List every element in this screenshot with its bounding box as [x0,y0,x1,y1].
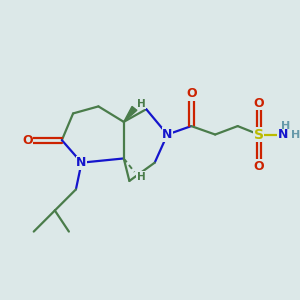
Text: H: H [291,130,300,140]
Text: N: N [162,128,172,141]
Text: S: S [254,128,264,142]
Text: O: O [254,97,264,110]
Text: O: O [254,160,264,172]
Text: H: H [137,172,146,182]
Text: H: H [281,121,290,130]
Text: O: O [22,134,33,147]
Text: O: O [186,87,196,100]
Text: H: H [137,99,146,109]
Polygon shape [124,106,137,122]
Text: N: N [278,128,288,141]
Text: N: N [76,156,87,169]
